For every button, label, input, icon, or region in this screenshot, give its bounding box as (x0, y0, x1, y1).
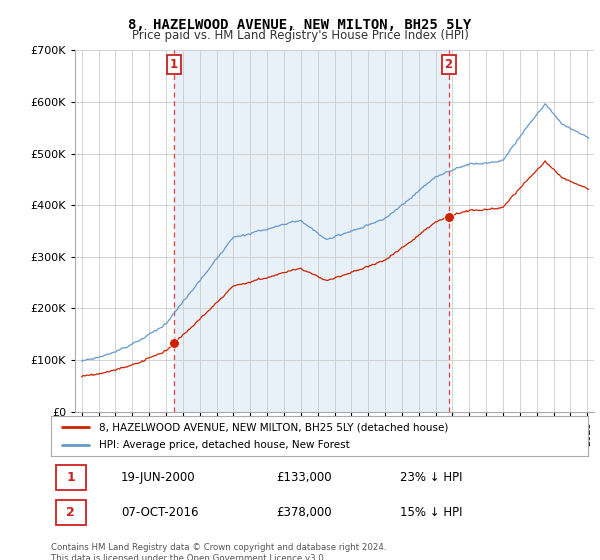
Text: HPI: Average price, detached house, New Forest: HPI: Average price, detached house, New … (100, 440, 350, 450)
Text: Contains HM Land Registry data © Crown copyright and database right 2024.
This d: Contains HM Land Registry data © Crown c… (51, 543, 386, 560)
Text: 8, HAZELWOOD AVENUE, NEW MILTON, BH25 5LY (detached house): 8, HAZELWOOD AVENUE, NEW MILTON, BH25 5L… (100, 422, 449, 432)
Text: 15% ↓ HPI: 15% ↓ HPI (400, 506, 463, 519)
Text: 07-OCT-2016: 07-OCT-2016 (121, 506, 199, 519)
FancyBboxPatch shape (56, 500, 86, 525)
Text: 1: 1 (67, 470, 75, 484)
Text: 1: 1 (170, 58, 178, 71)
Bar (174, 50, 449, 412)
Text: £378,000: £378,000 (277, 506, 332, 519)
Text: Price paid vs. HM Land Registry's House Price Index (HPI): Price paid vs. HM Land Registry's House … (131, 29, 469, 42)
FancyBboxPatch shape (56, 465, 86, 490)
Text: 2: 2 (67, 506, 75, 519)
Text: 23% ↓ HPI: 23% ↓ HPI (400, 470, 463, 484)
Text: 19-JUN-2000: 19-JUN-2000 (121, 470, 196, 484)
Text: 8, HAZELWOOD AVENUE, NEW MILTON, BH25 5LY: 8, HAZELWOOD AVENUE, NEW MILTON, BH25 5L… (128, 18, 472, 32)
Text: 2: 2 (445, 58, 452, 71)
Text: £133,000: £133,000 (277, 470, 332, 484)
